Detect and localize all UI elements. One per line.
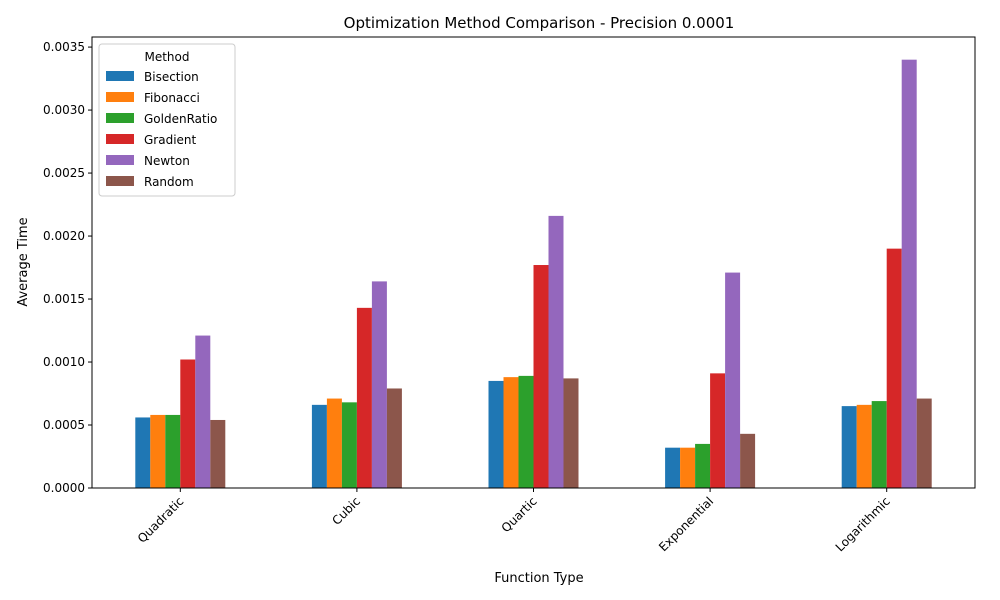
- bar-gradient-exponential: [710, 373, 726, 488]
- legend-swatch-goldenratio: [106, 113, 134, 123]
- bar-newton-quartic: [548, 215, 564, 488]
- legend-label-gradient: Gradient: [144, 133, 197, 147]
- legend-swatch-bisection: [106, 71, 134, 81]
- x-tick-label: Quartic: [499, 494, 540, 535]
- x-tick-label: Quadratic: [135, 494, 187, 546]
- x-axis-label: Function Type: [494, 571, 583, 586]
- bar-random-quadratic: [210, 419, 226, 488]
- y-axis-label: Average Time: [16, 217, 31, 306]
- x-axis: Quadratic Cubic Quartic Exponential Logarith…: [135, 488, 893, 554]
- bar-goldenratio-exponential: [695, 443, 711, 488]
- bar-fibonacci-cubic: [326, 398, 342, 488]
- y-tick-label: 0.0005: [43, 418, 85, 432]
- legend-swatch-gradient: [106, 134, 134, 144]
- y-tick-label: 0.0025: [43, 166, 85, 180]
- bar-gradient-quartic: [533, 265, 549, 488]
- bar-random-logarithmic: [916, 398, 932, 488]
- bar-bisection-quartic: [488, 380, 504, 488]
- bar-newton-logarithmic: [901, 59, 917, 489]
- bar-gradient-quadratic: [180, 359, 196, 488]
- y-tick-label: 0.0020: [43, 229, 85, 243]
- chart-title: Optimization Method Comparison - Precisi…: [344, 14, 735, 32]
- y-tick-label: 0.0000: [43, 481, 85, 495]
- bar-fibonacci-quartic: [503, 377, 519, 488]
- x-tick-label: Exponential: [656, 494, 716, 554]
- bar-bisection-quadratic: [135, 417, 151, 488]
- legend-label-bisection: Bisection: [144, 70, 199, 84]
- legend: Method Bisection Fibonacci GoldenRatio Gradi…: [98, 43, 236, 197]
- bar-newton-cubic: [371, 281, 387, 488]
- bar-bisection-cubic: [311, 404, 327, 488]
- bars-layer: [135, 59, 932, 489]
- bar-goldenratio-cubic: [341, 402, 357, 488]
- bar-random-cubic: [386, 388, 402, 488]
- x-tick-label: Logarithmic: [833, 494, 893, 554]
- legend-title: Method: [144, 50, 189, 64]
- bar-newton-exponential: [725, 272, 741, 488]
- bar-fibonacci-logarithmic: [856, 404, 872, 488]
- bar-goldenratio-quartic: [518, 375, 534, 488]
- legend-label-random: Random: [144, 175, 194, 189]
- bar-random-quartic: [563, 378, 579, 488]
- legend-label-fibonacci: Fibonacci: [144, 91, 200, 105]
- bar-newton-quadratic: [195, 335, 211, 488]
- bar-fibonacci-exponential: [680, 447, 696, 488]
- bar-gradient-logarithmic: [886, 248, 902, 488]
- y-tick-label: 0.0030: [43, 103, 85, 117]
- y-tick-label: 0.0015: [43, 292, 85, 306]
- legend-label-goldenratio: GoldenRatio: [144, 112, 217, 126]
- legend-label-newton: Newton: [144, 154, 190, 168]
- legend-swatch-fibonacci: [106, 92, 134, 102]
- legend-swatch-random: [106, 176, 134, 186]
- y-axis: 0.0000 0.0005 0.0010 0.0015 0.0020 0.0025 0.00…: [43, 40, 92, 495]
- bar-gradient-cubic: [356, 307, 372, 488]
- bar-fibonacci-quadratic: [150, 414, 166, 488]
- bar-random-exponential: [740, 433, 756, 488]
- bar-goldenratio-logarithmic: [871, 401, 887, 488]
- bar-bisection-exponential: [665, 447, 681, 488]
- y-tick-label: 0.0010: [43, 355, 85, 369]
- y-tick-label: 0.0035: [43, 40, 85, 54]
- bar-bisection-logarithmic: [841, 406, 857, 488]
- bar-goldenratio-quadratic: [165, 414, 181, 488]
- x-tick-label: Cubic: [329, 494, 363, 528]
- legend-swatch-newton: [106, 155, 134, 165]
